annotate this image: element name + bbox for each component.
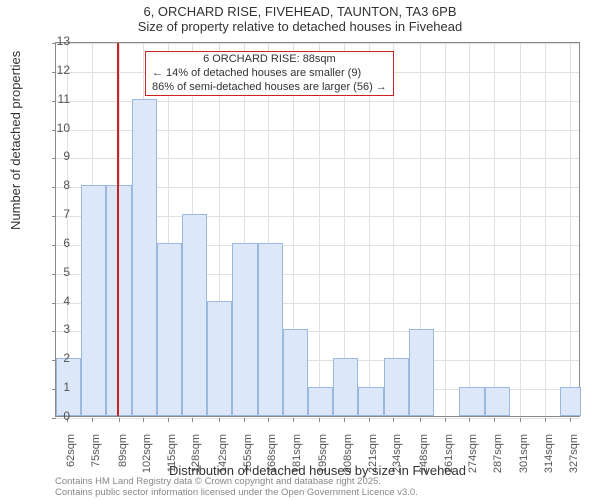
histogram-bar bbox=[232, 243, 257, 416]
y-tick-label: 2 bbox=[45, 351, 70, 365]
histogram-bar bbox=[308, 387, 333, 416]
annotation-line2: ← 14% of detached houses are smaller (9) bbox=[152, 67, 387, 81]
y-tick-label: 5 bbox=[45, 265, 70, 279]
y-tick-label: 13 bbox=[45, 34, 70, 48]
histogram-bar bbox=[384, 358, 409, 416]
x-tick-mark bbox=[445, 418, 446, 422]
gridline-v bbox=[445, 43, 446, 416]
histogram-bar bbox=[358, 387, 383, 416]
gridline-h bbox=[56, 43, 579, 44]
x-tick-mark bbox=[420, 418, 421, 422]
y-tick-label: 8 bbox=[45, 178, 70, 192]
x-tick-mark bbox=[244, 418, 245, 422]
title-sub: Size of property relative to detached ho… bbox=[0, 19, 600, 36]
footer-line2: Contains public sector information licen… bbox=[55, 488, 418, 498]
annotation-box: 6 ORCHARD RISE: 88sqm← 14% of detached h… bbox=[145, 51, 394, 96]
gridline-h bbox=[56, 418, 579, 419]
histogram-bar bbox=[560, 387, 581, 416]
x-tick-mark bbox=[369, 418, 370, 422]
y-tick-label: 4 bbox=[45, 294, 70, 308]
y-tick-label: 11 bbox=[45, 92, 70, 106]
histogram-bar bbox=[106, 185, 131, 416]
gridline-v bbox=[319, 43, 320, 416]
y-tick-label: 6 bbox=[45, 236, 70, 250]
plot-rect: 62sqm75sqm89sqm102sqm115sqm128sqm142sqm1… bbox=[55, 42, 580, 417]
x-tick-mark bbox=[268, 418, 269, 422]
histogram-bar bbox=[283, 329, 308, 416]
x-tick-mark bbox=[293, 418, 294, 422]
y-tick-label: 7 bbox=[45, 207, 70, 221]
title-main: 6, ORCHARD RISE, FIVEHEAD, TAUNTON, TA3 … bbox=[0, 0, 600, 19]
y-tick-label: 9 bbox=[45, 149, 70, 163]
histogram-bar bbox=[157, 243, 182, 416]
x-tick-mark bbox=[344, 418, 345, 422]
x-tick-mark bbox=[143, 418, 144, 422]
histogram-bar bbox=[333, 358, 358, 416]
y-tick-label: 1 bbox=[45, 380, 70, 394]
x-tick-mark bbox=[192, 418, 193, 422]
gridline-v bbox=[570, 43, 571, 416]
annotation-line3: 86% of semi-detached houses are larger (… bbox=[152, 81, 387, 95]
histogram-bar bbox=[182, 214, 207, 416]
x-tick-mark bbox=[469, 418, 470, 422]
histogram-bar bbox=[258, 243, 283, 416]
gridline-v bbox=[545, 43, 546, 416]
histogram-bar bbox=[485, 387, 510, 416]
reference-line bbox=[117, 43, 119, 416]
x-tick-mark bbox=[545, 418, 546, 422]
gridline-v bbox=[494, 43, 495, 416]
x-tick-mark bbox=[494, 418, 495, 422]
x-tick-mark bbox=[119, 418, 120, 422]
gridline-v bbox=[520, 43, 521, 416]
y-tick-label: 10 bbox=[45, 121, 70, 135]
x-tick-mark bbox=[92, 418, 93, 422]
x-tick-mark bbox=[219, 418, 220, 422]
histogram-bar bbox=[81, 185, 106, 416]
gridline-v bbox=[369, 43, 370, 416]
y-tick-label: 12 bbox=[45, 63, 70, 77]
plot-area: 62sqm75sqm89sqm102sqm115sqm128sqm142sqm1… bbox=[55, 42, 580, 417]
histogram-bar bbox=[207, 301, 232, 416]
histogram-bar bbox=[132, 99, 157, 416]
y-tick-label: 3 bbox=[45, 322, 70, 336]
x-tick-mark bbox=[520, 418, 521, 422]
annotation-line1: 6 ORCHARD RISE: 88sqm bbox=[152, 53, 387, 67]
x-tick-mark bbox=[393, 418, 394, 422]
x-tick-mark bbox=[168, 418, 169, 422]
footer-line1: Contains HM Land Registry data © Crown c… bbox=[55, 477, 418, 487]
y-axis-label: Number of detached properties bbox=[8, 51, 23, 230]
footer-attribution: Contains HM Land Registry data © Crown c… bbox=[55, 477, 418, 498]
histogram-bar bbox=[409, 329, 434, 416]
chart-container: 6, ORCHARD RISE, FIVEHEAD, TAUNTON, TA3 … bbox=[0, 0, 600, 500]
histogram-bar bbox=[459, 387, 484, 416]
gridline-v bbox=[469, 43, 470, 416]
x-tick-mark bbox=[319, 418, 320, 422]
x-tick-mark bbox=[570, 418, 571, 422]
y-tick-label: 0 bbox=[45, 409, 70, 423]
